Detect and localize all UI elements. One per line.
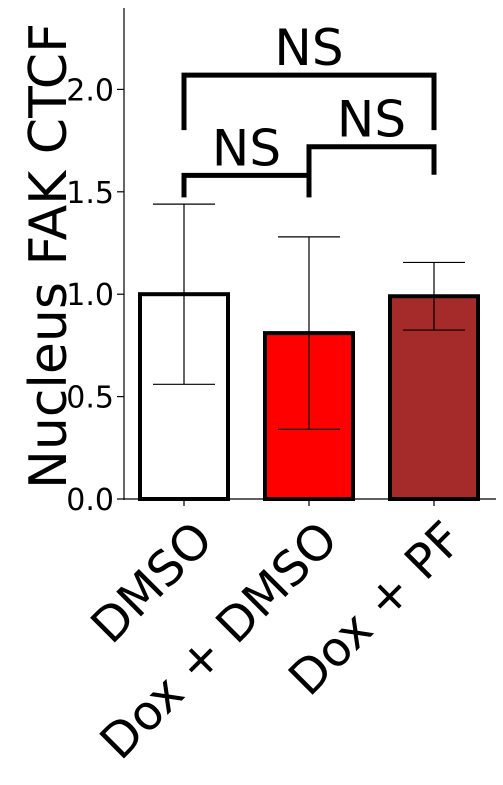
significance-bracket <box>181 172 312 198</box>
y-tick-label: 0.5 <box>66 381 114 416</box>
y-axis-label: Nucleus FAK CTCF <box>19 23 79 489</box>
significance-bracket <box>306 144 437 175</box>
y-tick-label: 0.0 <box>66 483 114 518</box>
significance-label: NS <box>212 119 281 177</box>
significance-bracket <box>181 72 437 131</box>
significance-label: NS <box>337 91 406 149</box>
y-tick-label: 2.0 <box>66 73 114 108</box>
y-tick-label: 1.0 <box>66 278 114 313</box>
y-tick-label: 1.5 <box>66 176 114 211</box>
significance-label: NS <box>274 19 343 77</box>
